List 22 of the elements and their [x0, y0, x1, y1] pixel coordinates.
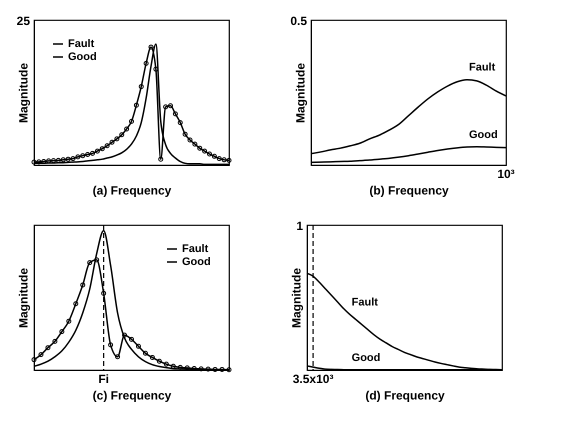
- y-axis-title: Magnitude: [16, 268, 30, 328]
- y-axis-title: Magnitude: [16, 62, 30, 123]
- y-axis-title: Magnitude: [290, 268, 304, 328]
- text: 10³: [497, 167, 515, 181]
- x-axis-title: (d) Frequency: [365, 388, 445, 402]
- legend-label: Good: [182, 256, 211, 268]
- legend-label: Good: [68, 51, 97, 63]
- x-axis-title: (a) Frequency: [92, 184, 172, 198]
- text: 1: [296, 219, 304, 233]
- x-axis-title: (c) Frequency: [92, 388, 172, 402]
- text: 3.5x10³: [292, 372, 334, 386]
- y-axis-title: Magnitude: [294, 62, 308, 123]
- text: 0.5: [290, 14, 308, 28]
- text: Fi: [98, 372, 109, 386]
- x-axis-title: (b) Frequency: [369, 184, 449, 198]
- series-label: Fault: [469, 62, 496, 74]
- series-label: Good: [469, 129, 498, 142]
- series-label: Fault: [352, 296, 378, 308]
- legend-label: Fault: [68, 38, 95, 50]
- series-label: Good: [352, 352, 380, 364]
- legend-label: Fault: [182, 243, 209, 255]
- text: 25: [16, 14, 30, 28]
